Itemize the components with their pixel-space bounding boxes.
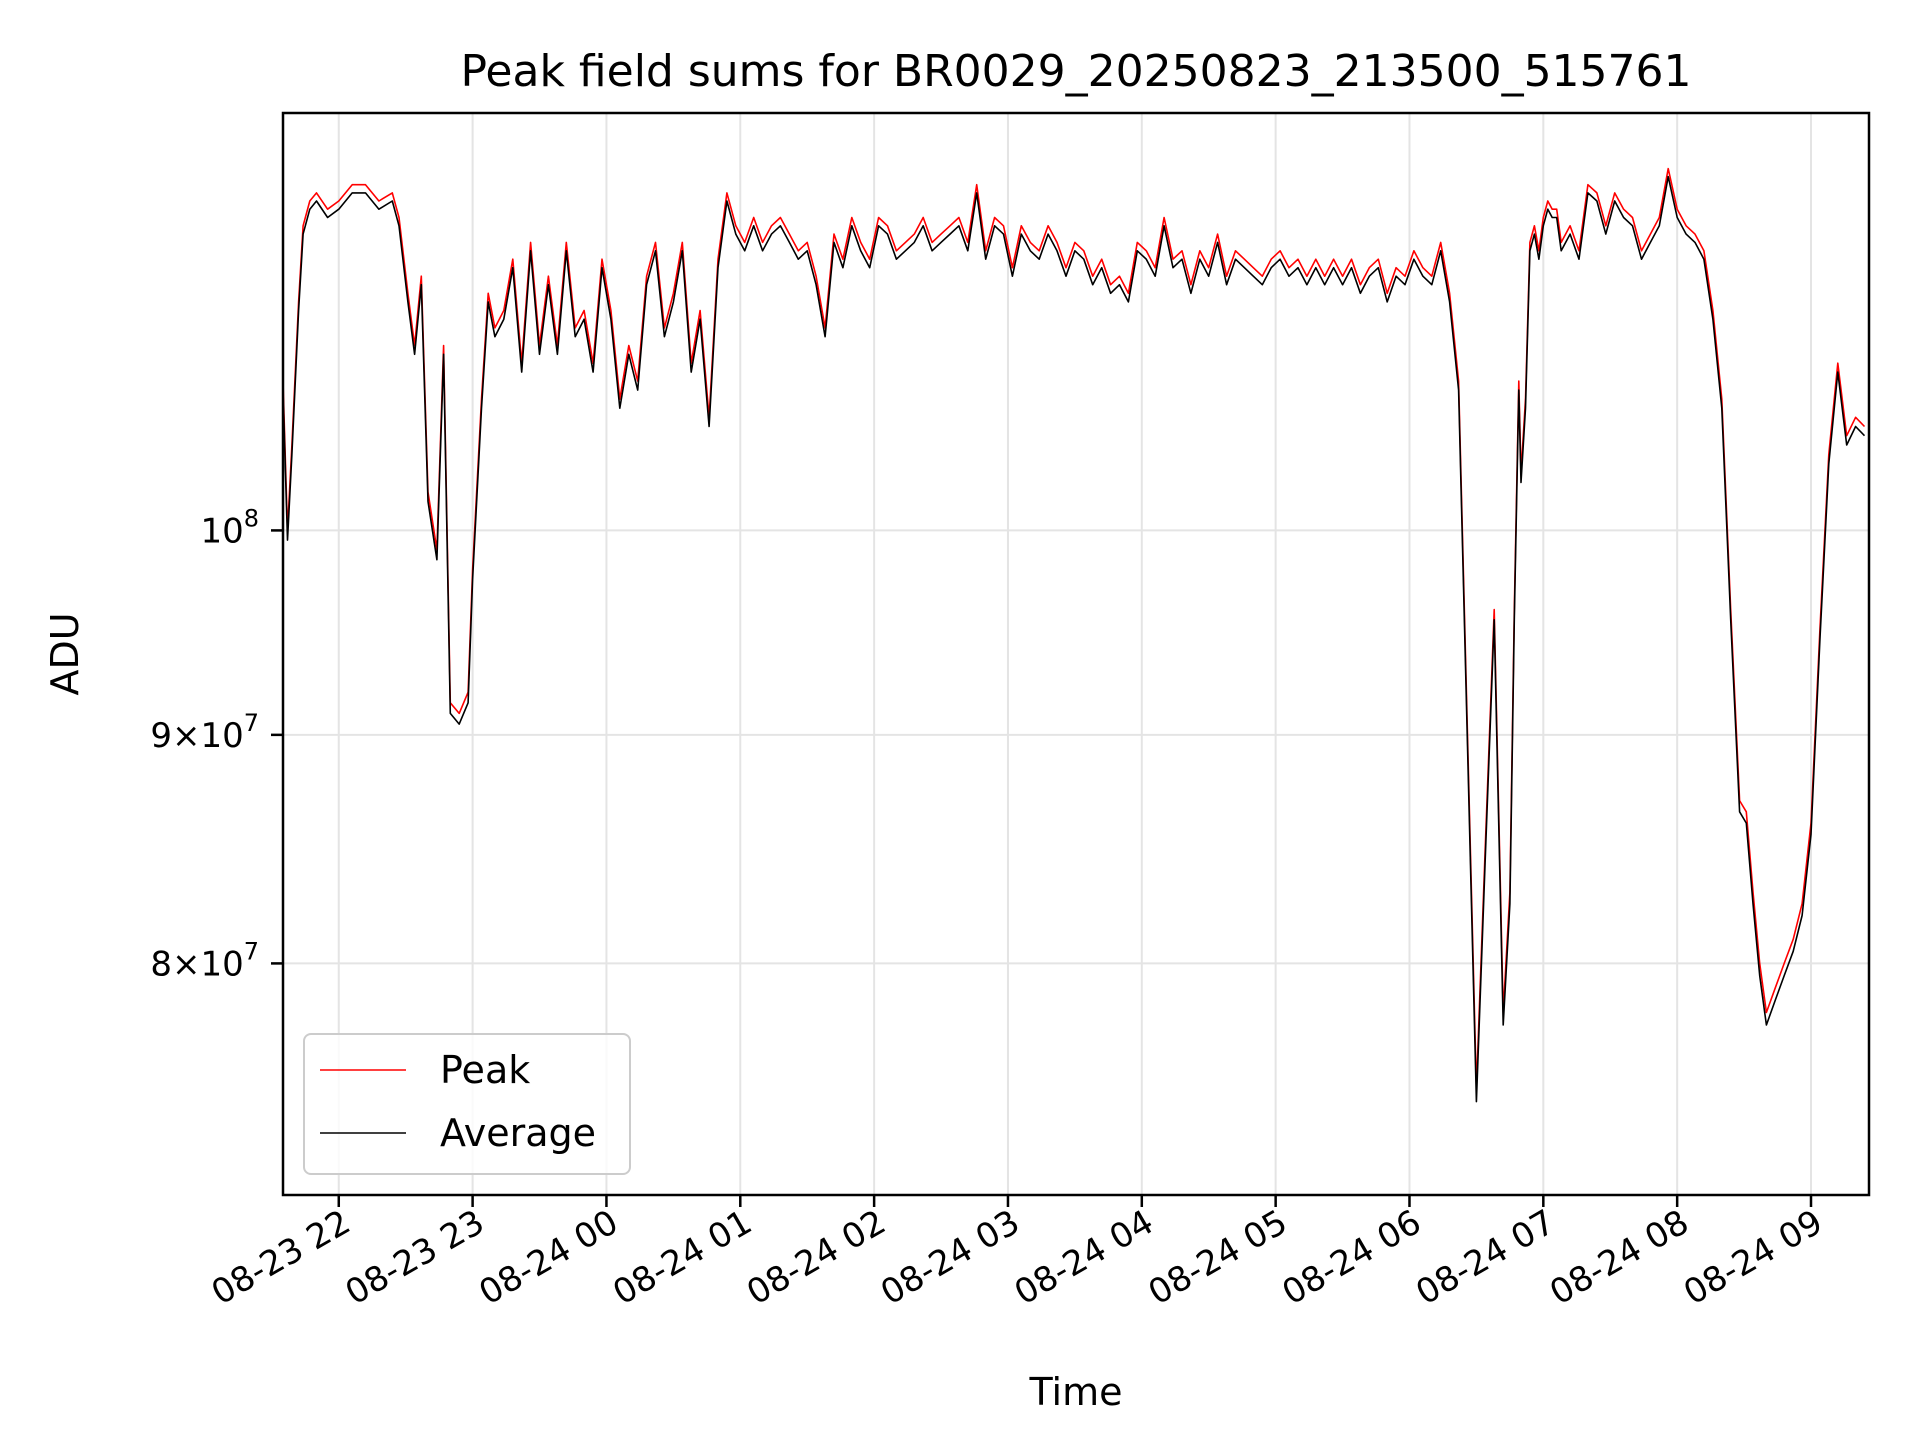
x-tick-label: 08-24 04 [1008,1202,1160,1313]
y-tick-label: 9×107 [150,709,259,756]
series-line-average [283,175,1866,1103]
x-tick-label: 08-24 07 [1409,1202,1561,1313]
x-tick-label: 08-24 08 [1543,1202,1695,1313]
x-tick-label: 08-23 23 [339,1202,491,1313]
x-tick-label: 08-24 02 [740,1202,892,1313]
y-tick-label: 108 [200,504,259,551]
x-axis-label: Time [1029,1370,1123,1414]
y-axis-label: ADU [43,612,87,695]
plot-frame [281,111,1871,1197]
chart-title: Peak field sums for BR0029_20250823_2135… [460,46,1691,97]
series-line-peak [283,167,1866,1090]
grid-layer [283,113,1869,1195]
x-tick-label: 08-24 01 [606,1202,758,1313]
x-tick-label: 08-24 03 [874,1202,1026,1313]
legend-label-average: Average [440,1111,596,1155]
y-axis-ticks: 8×107 9×107 108 [150,504,283,984]
x-tick-label: 08-24 05 [1142,1202,1294,1313]
legend: Peak Average [303,1033,631,1175]
legend-box [303,1033,631,1175]
x-tick-label: 08-24 06 [1276,1202,1428,1313]
legend-label-peak: Peak [440,1048,530,1092]
y-tick-label: 8×107 [150,937,259,984]
x-tick-label: 08-24 09 [1677,1202,1829,1313]
x-tick-label: 08-23 22 [205,1202,357,1313]
x-tick-label: 08-24 00 [473,1202,625,1313]
series-layer [283,167,1866,1103]
